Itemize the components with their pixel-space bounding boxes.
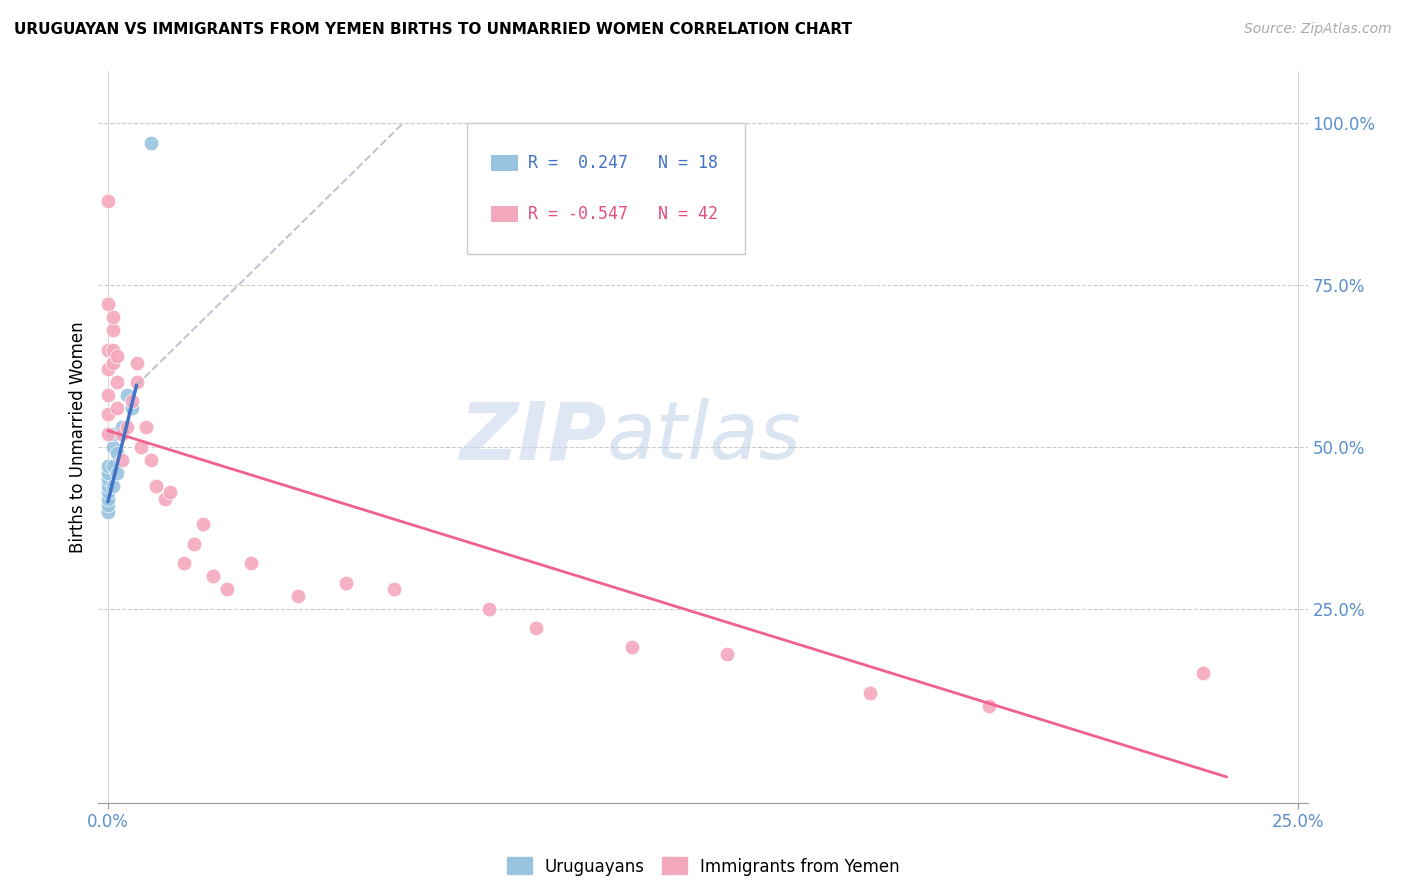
Point — [97, 388, 120, 402]
Point — [111, 420, 134, 434]
Text: atlas: atlas — [606, 398, 801, 476]
Point — [159, 485, 181, 500]
Point — [101, 478, 124, 492]
Point — [107, 466, 129, 480]
Point — [97, 459, 120, 474]
Point — [135, 420, 157, 434]
Point — [101, 343, 124, 357]
Point — [115, 420, 138, 434]
Point — [101, 426, 124, 441]
Point — [101, 323, 124, 337]
Point — [107, 375, 129, 389]
Point — [478, 601, 501, 615]
Point — [97, 343, 120, 357]
Point — [97, 491, 120, 506]
Point — [121, 394, 143, 409]
FancyBboxPatch shape — [492, 206, 517, 222]
Point — [139, 136, 162, 150]
Point — [107, 349, 129, 363]
Y-axis label: Births to Unmarried Women: Births to Unmarried Women — [69, 321, 87, 553]
Point — [107, 401, 129, 415]
Point — [125, 375, 148, 389]
Text: ZIP: ZIP — [458, 398, 606, 476]
Point — [97, 408, 120, 422]
Text: Source: ZipAtlas.com: Source: ZipAtlas.com — [1244, 22, 1392, 37]
Point — [97, 362, 120, 376]
Point — [101, 310, 124, 325]
Point — [97, 498, 120, 512]
Point — [183, 537, 205, 551]
Point — [239, 557, 262, 571]
Point — [859, 686, 882, 700]
Legend: Uruguayans, Immigrants from Yemen: Uruguayans, Immigrants from Yemen — [501, 851, 905, 882]
Point — [145, 478, 167, 492]
Point — [97, 478, 120, 492]
Point — [97, 194, 120, 208]
FancyBboxPatch shape — [492, 154, 517, 171]
Point — [173, 557, 195, 571]
Point — [977, 698, 1000, 713]
Point — [97, 504, 120, 518]
FancyBboxPatch shape — [467, 122, 745, 254]
Point — [335, 575, 357, 590]
Point — [111, 452, 134, 467]
Point — [201, 569, 224, 583]
Point — [101, 440, 124, 454]
Point — [129, 440, 152, 454]
Point — [1192, 666, 1215, 681]
Point — [97, 472, 120, 486]
Point — [716, 647, 738, 661]
Point — [97, 426, 120, 441]
Point — [97, 485, 120, 500]
Point — [215, 582, 238, 597]
Point — [191, 517, 214, 532]
Point — [111, 426, 134, 441]
Text: URUGUAYAN VS IMMIGRANTS FROM YEMEN BIRTHS TO UNMARRIED WOMEN CORRELATION CHART: URUGUAYAN VS IMMIGRANTS FROM YEMEN BIRTH… — [14, 22, 852, 37]
Point — [620, 640, 643, 655]
Point — [524, 621, 547, 635]
Text: R =  0.247   N = 18: R = 0.247 N = 18 — [527, 153, 717, 172]
Text: R = -0.547   N = 42: R = -0.547 N = 42 — [527, 205, 717, 223]
Point — [101, 459, 124, 474]
Point — [287, 589, 309, 603]
Point — [382, 582, 405, 597]
Point — [153, 491, 176, 506]
Point — [107, 446, 129, 460]
Point — [97, 466, 120, 480]
Point — [121, 401, 143, 415]
Point — [115, 388, 138, 402]
Point — [139, 452, 162, 467]
Point — [101, 356, 124, 370]
Point — [125, 356, 148, 370]
Point — [97, 297, 120, 311]
